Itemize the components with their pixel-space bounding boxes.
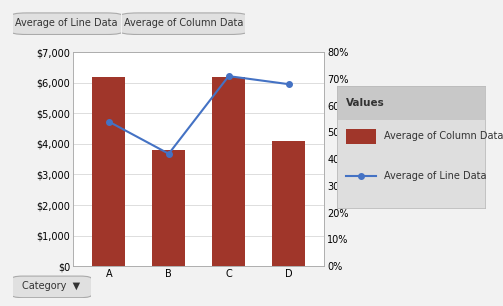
Text: Average of Column Data: Average of Column Data xyxy=(124,18,243,28)
FancyBboxPatch shape xyxy=(120,13,248,35)
Bar xyxy=(346,129,376,144)
Text: Average of Line Data: Average of Line Data xyxy=(16,18,118,28)
Text: Average of Line Data: Average of Line Data xyxy=(384,171,487,181)
Bar xyxy=(337,86,485,120)
Bar xyxy=(212,76,245,266)
FancyBboxPatch shape xyxy=(11,276,92,298)
Text: Average of Column Data: Average of Column Data xyxy=(384,132,503,141)
Text: Values: Values xyxy=(346,98,385,108)
FancyBboxPatch shape xyxy=(11,13,123,35)
Bar xyxy=(93,76,125,266)
Bar xyxy=(152,150,185,266)
Text: Category  ▼: Category ▼ xyxy=(23,282,80,291)
Bar xyxy=(272,141,305,266)
